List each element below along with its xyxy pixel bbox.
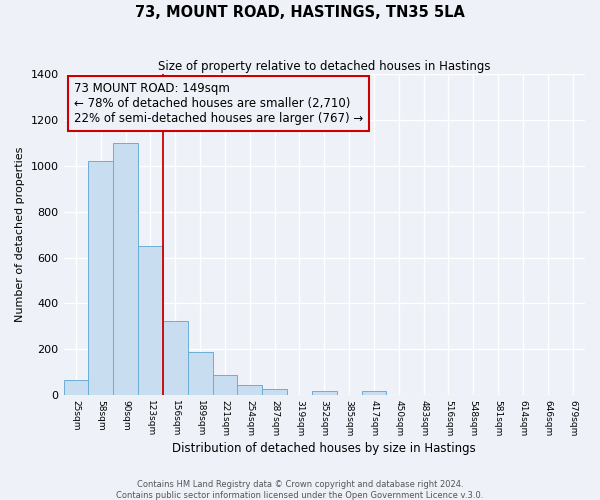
Bar	[312, 390, 337, 395]
Bar	[113, 143, 138, 395]
Bar	[138, 246, 163, 395]
Bar	[262, 390, 287, 395]
Text: 73, MOUNT ROAD, HASTINGS, TN35 5LA: 73, MOUNT ROAD, HASTINGS, TN35 5LA	[135, 5, 465, 20]
Bar	[64, 380, 88, 395]
Bar	[212, 375, 238, 395]
Bar	[88, 162, 113, 395]
Bar	[188, 352, 212, 395]
Text: Contains HM Land Registry data © Crown copyright and database right 2024.
Contai: Contains HM Land Registry data © Crown c…	[116, 480, 484, 500]
Bar	[163, 320, 188, 395]
Bar	[362, 391, 386, 395]
Text: 73 MOUNT ROAD: 149sqm
← 78% of detached houses are smaller (2,710)
22% of semi-d: 73 MOUNT ROAD: 149sqm ← 78% of detached …	[74, 82, 363, 125]
Y-axis label: Number of detached properties: Number of detached properties	[15, 147, 25, 322]
Bar	[238, 385, 262, 395]
X-axis label: Distribution of detached houses by size in Hastings: Distribution of detached houses by size …	[172, 442, 476, 455]
Title: Size of property relative to detached houses in Hastings: Size of property relative to detached ho…	[158, 60, 491, 73]
